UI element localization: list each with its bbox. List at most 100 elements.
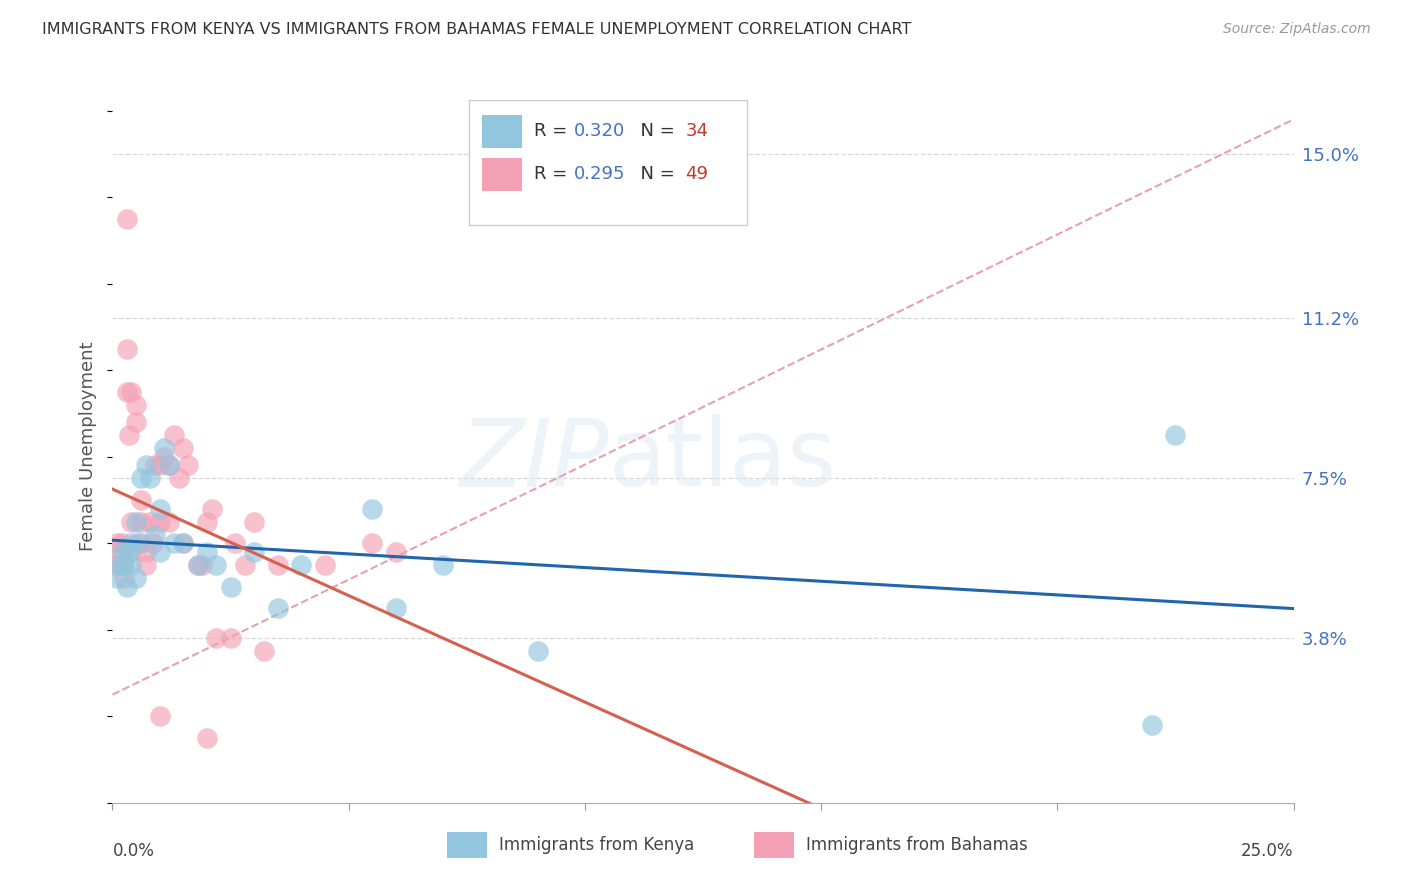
Point [115, 384, 138, 399]
Text: N =: N = [628, 165, 681, 183]
Point [172, 536, 194, 550]
Text: 34: 34 [685, 122, 709, 140]
Point [115, 211, 138, 226]
Text: 0.0%: 0.0% [112, 842, 155, 860]
Point [125, 398, 148, 412]
Text: Immigrants from Kenya: Immigrants from Kenya [499, 836, 695, 854]
Point [120, 384, 142, 399]
Point [219, 632, 242, 646]
Point [290, 558, 312, 572]
Point [135, 458, 157, 473]
Text: 0.295: 0.295 [574, 165, 626, 183]
Point [129, 471, 152, 485]
FancyBboxPatch shape [482, 115, 522, 148]
Point [120, 558, 142, 572]
Point [243, 515, 266, 529]
Point [129, 493, 152, 508]
Point [125, 571, 148, 585]
Point [314, 558, 336, 572]
Text: 0.320: 0.320 [574, 122, 626, 140]
Point [111, 545, 134, 559]
Point [153, 441, 176, 455]
Point [104, 558, 127, 572]
Point [1140, 718, 1163, 732]
Point [163, 428, 186, 442]
Point [361, 501, 384, 516]
Point [149, 709, 172, 723]
Text: 49: 49 [685, 165, 709, 183]
Point [112, 558, 135, 572]
Point [233, 558, 256, 572]
Point [120, 536, 142, 550]
Text: Immigrants from Bahamas: Immigrants from Bahamas [806, 836, 1028, 854]
Text: ZIP: ZIP [458, 415, 609, 506]
Point [219, 580, 242, 594]
Point [115, 580, 138, 594]
Point [149, 458, 172, 473]
Point [195, 731, 218, 745]
Point [143, 527, 166, 541]
Point [149, 515, 172, 529]
Point [105, 536, 128, 550]
Point [127, 536, 149, 550]
Point [118, 428, 141, 442]
FancyBboxPatch shape [482, 158, 522, 191]
Point [135, 558, 157, 572]
Point [385, 601, 408, 615]
Point [129, 536, 152, 550]
Point [111, 558, 134, 572]
Point [361, 536, 384, 550]
Point [125, 515, 148, 529]
Point [112, 571, 135, 585]
Point [105, 571, 128, 585]
Point [120, 545, 142, 559]
Point [143, 458, 166, 473]
Point [267, 601, 290, 615]
Text: 25.0%: 25.0% [1241, 842, 1294, 860]
Point [135, 545, 157, 559]
Point [157, 458, 180, 473]
Point [224, 536, 246, 550]
Point [267, 558, 290, 572]
Point [108, 545, 131, 559]
Point [157, 515, 180, 529]
Point [139, 471, 162, 485]
Text: IMMIGRANTS FROM KENYA VS IMMIGRANTS FROM BAHAMAS FEMALE UNEMPLOYMENT CORRELATION: IMMIGRANTS FROM KENYA VS IMMIGRANTS FROM… [42, 22, 911, 37]
Point [205, 632, 228, 646]
Point [125, 415, 148, 429]
Point [432, 558, 454, 572]
FancyBboxPatch shape [447, 832, 486, 858]
Point [157, 458, 180, 473]
Point [149, 545, 172, 559]
Text: N =: N = [628, 122, 681, 140]
Point [153, 450, 176, 464]
Point [195, 545, 218, 559]
Point [163, 536, 186, 550]
Point [115, 342, 138, 356]
Point [129, 515, 152, 529]
Point [111, 536, 134, 550]
Point [195, 515, 218, 529]
Text: Source: ZipAtlas.com: Source: ZipAtlas.com [1223, 22, 1371, 37]
FancyBboxPatch shape [754, 832, 794, 858]
Point [205, 558, 228, 572]
Point [243, 545, 266, 559]
Point [186, 558, 208, 572]
Point [172, 536, 194, 550]
Point [186, 558, 208, 572]
Point [526, 644, 548, 658]
FancyBboxPatch shape [470, 100, 747, 225]
Point [201, 501, 224, 516]
Point [191, 558, 214, 572]
Point [1164, 428, 1187, 442]
Point [120, 515, 142, 529]
Point [177, 458, 200, 473]
Point [142, 536, 165, 550]
Point [167, 471, 190, 485]
Text: R =: R = [534, 165, 574, 183]
Point [149, 501, 172, 516]
Text: atlas: atlas [609, 414, 837, 507]
Point [139, 515, 162, 529]
Point [108, 558, 131, 572]
Point [385, 545, 408, 559]
